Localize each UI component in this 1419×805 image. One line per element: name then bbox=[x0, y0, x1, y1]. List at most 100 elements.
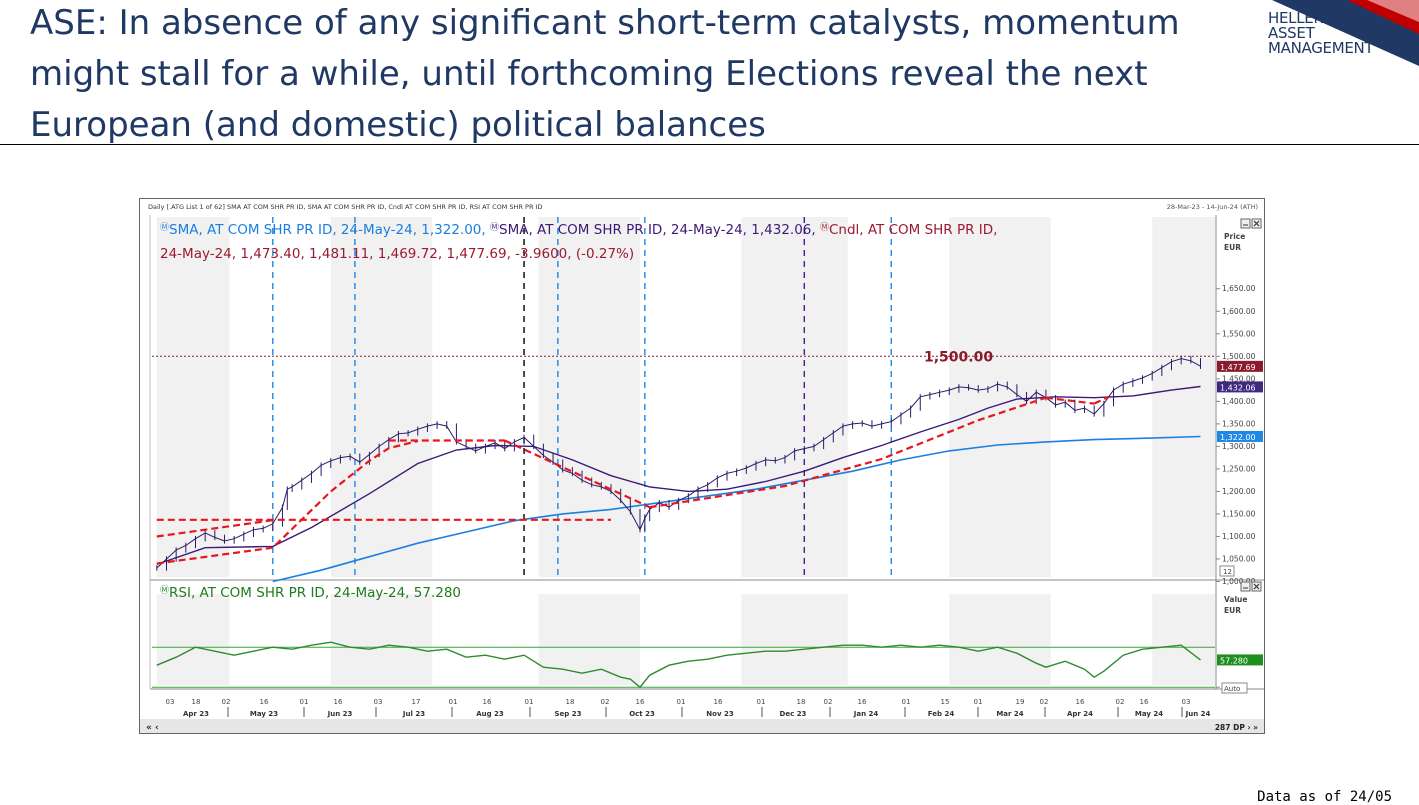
x-day-label: 16 bbox=[334, 698, 343, 706]
x-axis: 03 18 02 16 01 16 03 17 01 16 01 18 02 16 01 16 01 18 02 16… bbox=[166, 698, 1211, 718]
scroll-bar[interactable] bbox=[140, 719, 1264, 733]
x-day-label: 03 bbox=[166, 698, 175, 706]
x-month-label: Feb 24 bbox=[928, 710, 955, 718]
x-month-label: Jan 24 bbox=[853, 710, 879, 718]
x-day-label: 01 bbox=[974, 698, 983, 706]
price-axis-title: Price bbox=[1224, 232, 1245, 241]
chart-window: Daily [.ATG List 1 of 62] SMA AT COM SHR… bbox=[139, 198, 1265, 734]
rsi-month-band bbox=[741, 594, 848, 685]
price-tick-label: 1,050.00 bbox=[1222, 554, 1256, 563]
price-tick-label: 1,450.00 bbox=[1222, 374, 1256, 383]
x-day-label: 16 bbox=[858, 698, 867, 706]
slide-title: ASE: In absence of any significant short… bbox=[30, 3, 1180, 145]
x-day-label: 17 bbox=[412, 698, 421, 706]
x-month-label: Mar 24 bbox=[996, 710, 1023, 718]
x-day-label: 01 bbox=[300, 698, 309, 706]
trendline bbox=[1045, 396, 1095, 405]
x-day-label: 02 bbox=[601, 698, 610, 706]
rsi-month-band bbox=[949, 594, 1051, 685]
window-header-bar bbox=[140, 199, 1264, 213]
price-tick-label: 1,350.00 bbox=[1222, 419, 1256, 428]
x-day-label: 18 bbox=[797, 698, 806, 706]
price-tick-label: 1,100.00 bbox=[1222, 532, 1256, 541]
price-legend-line-1: ⓂSMA, AT COM SHR PR ID, 24-May-24, 1,322… bbox=[160, 222, 997, 238]
x-month-label: Apr 23 bbox=[183, 710, 209, 718]
level-1500-annotation: 1,500.00 bbox=[924, 349, 993, 365]
price-axis-unit: EUR bbox=[1224, 243, 1241, 252]
x-day-label: 02 bbox=[1116, 698, 1125, 706]
x-day-label: 16 bbox=[1140, 698, 1149, 706]
x-day-label: 02 bbox=[824, 698, 833, 706]
logo-line-3: MANAGEMENT bbox=[1268, 39, 1374, 57]
month-shading bbox=[156, 217, 1215, 685]
x-month-label: Jul 23 bbox=[402, 710, 425, 718]
trendline bbox=[504, 439, 651, 509]
logo-text: HELLENIC ASSET MANAGEMENT bbox=[1268, 9, 1374, 57]
price-badge: 1,477.69 bbox=[1217, 360, 1263, 372]
series-rsi bbox=[156, 641, 1201, 689]
price-month-band bbox=[741, 217, 848, 577]
chart-canvas: Daily [.ATG List 1 of 62] SMA AT COM SHR… bbox=[140, 199, 1264, 733]
x-day-label: 03 bbox=[374, 698, 383, 706]
trendline bbox=[1093, 395, 1110, 405]
rsi-badge-label: 57.280 bbox=[1220, 656, 1248, 665]
title-divider bbox=[0, 144, 1419, 145]
x-month-label: Aug 23 bbox=[476, 710, 504, 718]
rsi-month-band bbox=[156, 594, 230, 685]
x-month-label: Dec 23 bbox=[780, 710, 807, 718]
price-tick-label: 1,250.00 bbox=[1222, 464, 1256, 473]
price-badge-label: 1,432.06 bbox=[1220, 383, 1256, 392]
price-tick-label: 1,300.00 bbox=[1222, 442, 1256, 451]
x-day-label: 16 bbox=[483, 698, 492, 706]
price-legend-item: SMA, AT COM SHR PR ID, 24-May-24, 1,432.… bbox=[499, 222, 820, 238]
rsi-month-band bbox=[1152, 594, 1215, 685]
x-month-label: Nov 23 bbox=[706, 710, 734, 718]
rsi-pane-controls[interactable] bbox=[1240, 581, 1262, 592]
price-tick-label: 1,150.00 bbox=[1222, 509, 1256, 518]
x-day-label: 01 bbox=[677, 698, 686, 706]
close-icon-glyph bbox=[1253, 220, 1260, 227]
logo-line-2: ASSET bbox=[1268, 24, 1315, 42]
trendline bbox=[156, 439, 419, 565]
rsi-pane bbox=[152, 641, 1215, 689]
series-sma-short bbox=[156, 385, 1201, 566]
price-badge: 1,322.00 bbox=[1217, 430, 1263, 442]
rsi-auto-box[interactable] bbox=[1221, 682, 1248, 694]
series-candles bbox=[156, 355, 1202, 571]
x-day-label: 18 bbox=[192, 698, 201, 706]
price-badge-bg bbox=[1217, 381, 1263, 393]
rsi-legend-text: RSI, AT COM SHR PR ID, 24-May-24, 57.280 bbox=[169, 585, 461, 601]
rsi-axis-unit: EUR bbox=[1224, 606, 1241, 615]
price-legend-item: Cndl, AT COM SHR PR ID, bbox=[829, 222, 997, 238]
x-day-label: 15 bbox=[941, 698, 950, 706]
x-month-label: Oct 23 bbox=[629, 710, 655, 718]
x-day-label: 16 bbox=[260, 698, 269, 706]
price-legend-item: SMA, AT COM SHR PR ID, 24-May-24, 1,322.… bbox=[169, 222, 490, 238]
logo-line-1: HELLENIC bbox=[1268, 9, 1339, 27]
series-sma-long bbox=[272, 435, 1201, 583]
series-close bbox=[156, 358, 1201, 569]
price-month-band bbox=[949, 217, 1051, 577]
data-as-of-footnote: Data as of 24/05 bbox=[1257, 789, 1392, 805]
price-tick-label: 1,650.00 bbox=[1222, 284, 1256, 293]
price-badge-bg bbox=[1217, 430, 1263, 442]
x-day-label: 01 bbox=[525, 698, 534, 706]
minimize-icon[interactable] bbox=[1240, 218, 1251, 229]
x-day-label: 16 bbox=[714, 698, 723, 706]
x-month-label: May 24 bbox=[1135, 710, 1163, 718]
x-day-label: 01 bbox=[449, 698, 458, 706]
price-legend-line-2: 24-May-24, 1,473.40, 1,481.11, 1,469.72,… bbox=[160, 246, 634, 262]
trendline bbox=[649, 396, 1047, 509]
x-day-label: 18 bbox=[566, 698, 575, 706]
x-day-label: 16 bbox=[1076, 698, 1085, 706]
rsi-axis-title: Value bbox=[1224, 595, 1247, 604]
price-pane-controls[interactable] bbox=[1240, 218, 1262, 229]
window-header-left: Daily [.ATG List 1 of 62] SMA AT COM SHR… bbox=[148, 203, 542, 211]
x-day-label: 01 bbox=[902, 698, 911, 706]
price-badge-label: 1,477.69 bbox=[1220, 363, 1256, 372]
minimize-icon[interactable] bbox=[1240, 581, 1251, 592]
price-tick-label: 1,500.00 bbox=[1222, 352, 1256, 361]
x-month-label: Sep 23 bbox=[555, 710, 582, 718]
price-axis: 1,650.00 1,600.00 1,550.00 1,500.00 1,450.00… bbox=[1216, 284, 1256, 586]
x-month-label: May 23 bbox=[250, 710, 278, 718]
